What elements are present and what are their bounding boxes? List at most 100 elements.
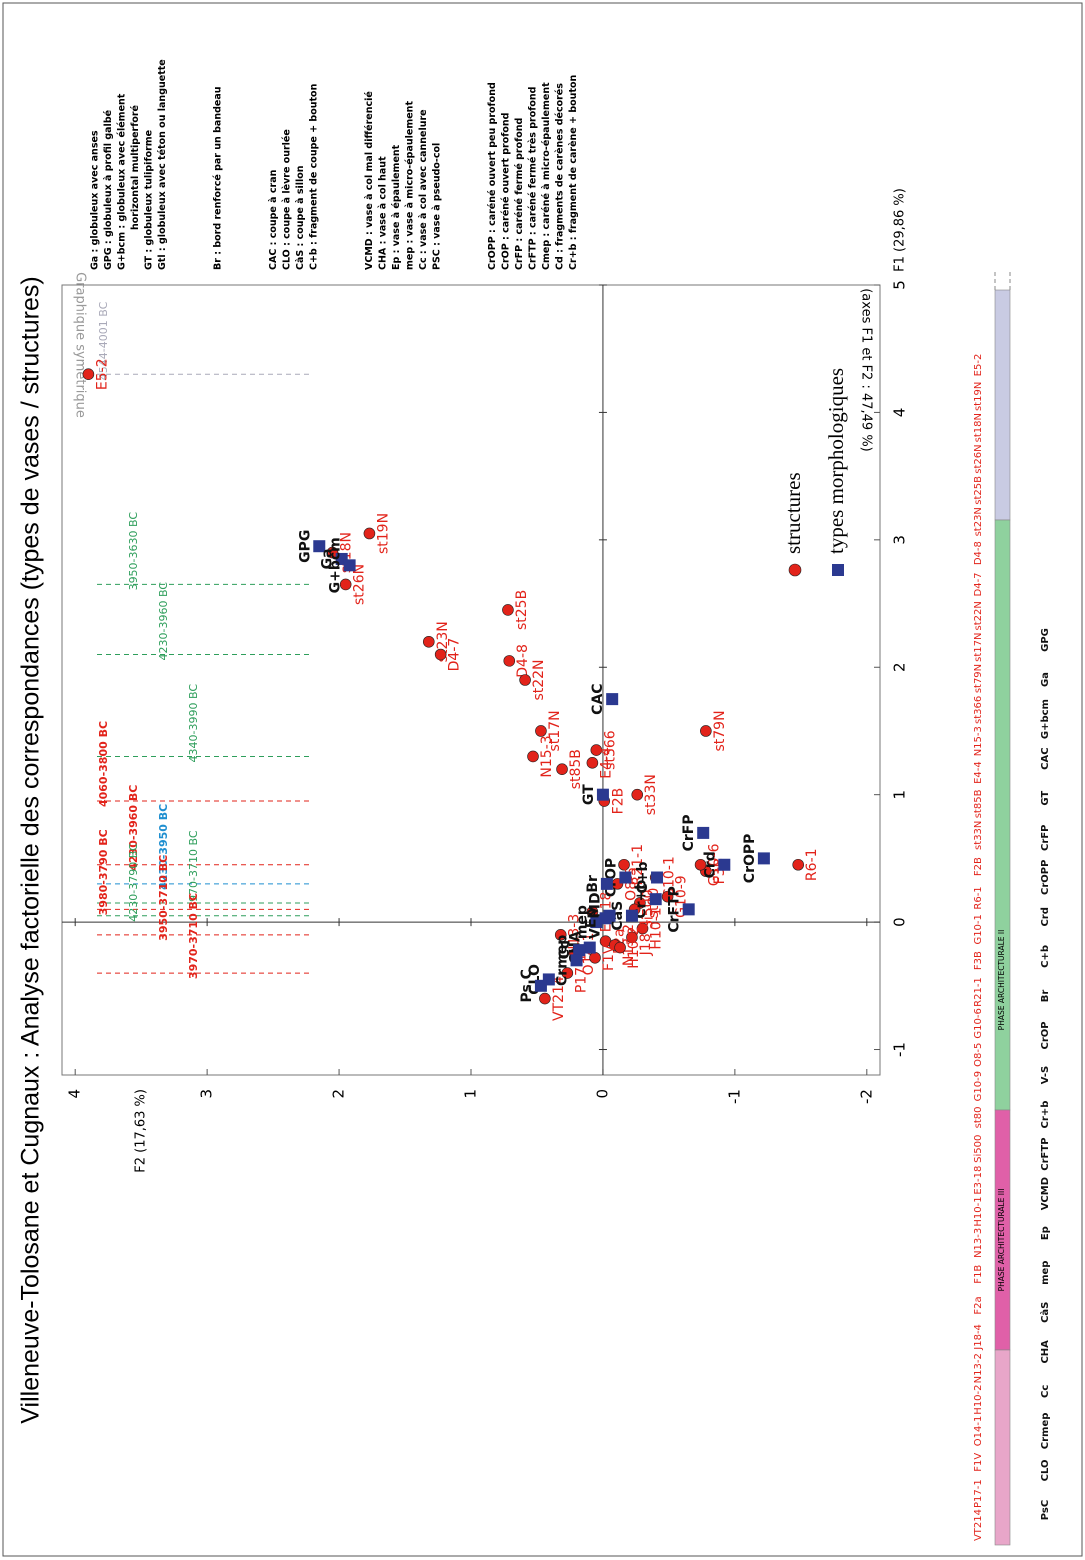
definition: Cmep : caréné à micro-épaulement [541, 82, 552, 270]
definition: Cc : vase à col avec cannelure [418, 109, 429, 270]
phase-structure-label: P17-1 [973, 1479, 984, 1508]
point-square [534, 979, 547, 992]
legend-label: structures [781, 472, 805, 554]
point-square [573, 944, 586, 957]
point-square [343, 559, 356, 572]
phase-structure-label: H10-1 [973, 1196, 984, 1226]
definition: Cr+b : fragment de carène + bouton [568, 75, 579, 270]
point-circle [502, 604, 514, 616]
x-tick-label: 2 [891, 662, 909, 672]
point-label: GT [581, 784, 597, 805]
annotation: (axes F1 et F2 : 47,49 %) [859, 288, 874, 452]
point-label: CrOP [603, 858, 619, 897]
phase-type-label: CrFTP [1040, 1137, 1051, 1170]
y-tick-label: -2 [857, 1089, 875, 1104]
definition: G+bcm : globuleux avec élément [117, 93, 128, 270]
definition: VCMD : vase à col mal différencié [364, 91, 375, 270]
phase-structure-label: G10-6 [973, 1008, 984, 1038]
annotation: Graphique symétrique [73, 272, 88, 418]
point-label: GPG [297, 530, 313, 563]
point-label: G10-6 [707, 843, 723, 886]
date-label: 3950-3630 BC [127, 512, 140, 591]
point-circle [694, 858, 707, 871]
definition: Gtl : globuleux avec téton ou languette [157, 59, 168, 270]
point-circle [503, 655, 516, 667]
phase-structure-label: G10-9 [973, 1071, 984, 1101]
point-label: J18-4 [638, 919, 654, 956]
date-label: 4544-4001 BC [97, 301, 110, 380]
y-tick-label: 2 [330, 1089, 348, 1099]
phase-type-label: CLO [1040, 1460, 1051, 1482]
phase-structure-label: D4-8 [973, 541, 984, 565]
point-label: H10-1 [649, 907, 665, 949]
point-square [606, 693, 619, 706]
point-square [570, 954, 583, 967]
phase-structure-label: st22N [973, 601, 984, 630]
point-square [596, 788, 609, 801]
phase-structure-label: D4-7 [973, 572, 984, 596]
phase-type-label: GT [1040, 791, 1051, 806]
point-label: Ga [320, 548, 336, 569]
date-label: 4340-3990 BC [187, 684, 200, 763]
phase-structure-label: O14-1 [973, 1416, 984, 1447]
legend-marker [832, 564, 844, 576]
phase-structure-label: st79N [973, 664, 984, 693]
phase-label: PHASE ARCHITECTURALE II [997, 930, 1006, 1031]
point-circle [556, 763, 568, 775]
phase-structure-label: F1B [973, 1265, 984, 1284]
definition: CrOPP : caréné ouvert peu profond [487, 82, 498, 270]
point-circle [586, 757, 599, 769]
point-circle [539, 992, 551, 1005]
point-label: mep [574, 905, 590, 939]
x-tick-label: 4 [891, 408, 909, 418]
point-label: CAC [590, 683, 606, 714]
point-label: D4-8 [515, 644, 531, 678]
point-label: CrFP [681, 814, 697, 851]
phase-type-label: mep [1040, 1261, 1051, 1285]
point-circle [363, 527, 376, 540]
point-label: Cc [557, 941, 573, 960]
point-label: st25B [514, 590, 530, 630]
y-tick-label: 1 [462, 1089, 480, 1099]
point-square [583, 941, 596, 954]
phase-structure-label: st23N [973, 507, 984, 536]
phase-structure-label: N13-2 [973, 1353, 984, 1383]
phase-type-label: CHA [1040, 1340, 1051, 1364]
point-square [599, 912, 612, 925]
point-circle [589, 951, 601, 964]
point-circle [519, 674, 531, 686]
phase-type-label: Ep [1040, 1226, 1051, 1240]
phase-structure-label: st26N [973, 444, 984, 473]
point-label: G+bcm [328, 537, 344, 593]
point-label: E4-4 [598, 747, 614, 779]
definition: mep : vase à micro-épaulement [405, 101, 416, 270]
y-tick-label: 4 [66, 1089, 84, 1099]
x-axis-label: F1 (29,86 %) [893, 188, 908, 272]
definition: Br : bord renforcé par un bandeau [213, 86, 224, 270]
point-label: st19N [375, 513, 391, 554]
phase-structure-label: st19N [973, 382, 984, 411]
definition: CrFP : caréné fermé profond [514, 118, 525, 270]
point-label: VT214 [551, 976, 567, 1021]
date-label: 3970-3710 BC [187, 893, 200, 979]
point-circle [631, 788, 644, 801]
date-label: 4230-3950 BC [157, 804, 170, 890]
definition: horizontal multiperforé [130, 105, 141, 230]
point-label: CàS [610, 901, 626, 931]
point-square [619, 871, 632, 884]
point-circle [339, 578, 352, 591]
point-label: st17N [547, 710, 563, 751]
phase-structure-label: O8-5 [973, 1043, 984, 1067]
phase-structure-label: N13-3 [973, 1228, 984, 1258]
point-square [757, 852, 770, 865]
point-label: CrOPP [742, 834, 758, 884]
phase-structure-label: G10-1 [973, 914, 984, 944]
date-label: 4230-3790 BC [127, 843, 140, 922]
legend-label: types morphologiques [824, 368, 848, 554]
phase-type-label: PsC [1040, 1500, 1051, 1520]
phase-structure-label: E3-18 [973, 1166, 984, 1195]
date-label: 3980-3790 BC [97, 829, 110, 915]
phase-type-label: C+b [1040, 945, 1051, 968]
point-circle [82, 368, 95, 380]
